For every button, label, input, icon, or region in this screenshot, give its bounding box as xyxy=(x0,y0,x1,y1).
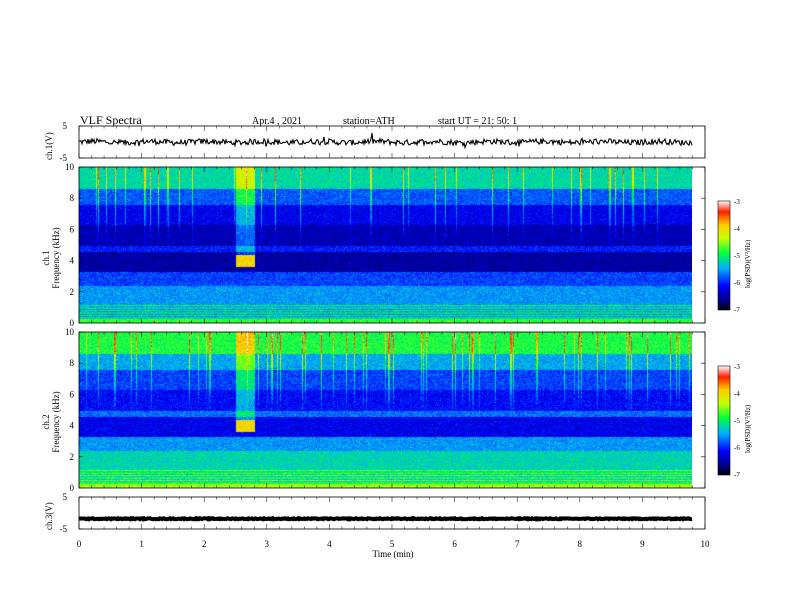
x-tick-label: 4 xyxy=(327,539,332,549)
y-tick-label: 5 xyxy=(63,492,68,502)
y-tick-label: 6 xyxy=(70,389,75,399)
ch1-waveform-panel: 5 -5 xyxy=(60,121,706,163)
cb2-tick-top: -3 xyxy=(734,363,740,371)
cb1-tick-bottom: -7 xyxy=(734,306,740,314)
x-tick-label: 5 xyxy=(390,539,395,549)
y-tick-label: -5 xyxy=(60,524,68,534)
y-tick-label: 10 xyxy=(65,162,75,172)
ch1-colorbar: -3 -4 -5 -6 -7 log(PSD)(V²/Hz) xyxy=(717,198,752,314)
cb2-tick: -6 xyxy=(734,444,740,452)
ch1-spectrogram-ylabel-line1: ch.1 xyxy=(41,250,51,265)
spectrogram-image xyxy=(79,332,692,488)
cb2-tick: -5 xyxy=(734,417,740,425)
x-axis-label: Time (min) xyxy=(373,549,414,559)
ch1-spectrogram-ylabel-line2: Frequency (kHz) xyxy=(51,227,61,288)
y-tick-label: 0 xyxy=(70,318,75,328)
cb1-tick-top: -3 xyxy=(734,198,740,206)
y-tick-label: 2 xyxy=(70,452,75,462)
y-tick-label: 4 xyxy=(70,421,75,431)
y-tick-label: 0 xyxy=(70,483,75,493)
ch2-spectrogram-panel: 0 2 4 6 8 10 xyxy=(65,327,706,493)
ch2-spectrogram-ylabel-line2: Frequency (kHz) xyxy=(51,391,61,452)
ch3-waveform-ylabel: ch.3(V) xyxy=(44,502,54,530)
y-tick-label: 10 xyxy=(65,327,75,337)
x-tick-label: 8 xyxy=(578,539,583,549)
time-axis: 0 1 2 3 4 5 6 7 8 9 10 xyxy=(77,539,710,549)
y-tick-label: 6 xyxy=(70,224,75,234)
station-label: station=ATH xyxy=(343,116,395,127)
figure-title: VLF Spectra xyxy=(80,113,142,127)
ch3-waveform-panel: 5 -5 xyxy=(60,492,706,534)
cb2-tick-bottom: -7 xyxy=(734,471,740,479)
ch1-waveform-ylabel: ch.1(V) xyxy=(44,132,54,160)
ch2-colorbar: -3 -4 -5 -6 -7 log(PSD)(V²/Hz) xyxy=(717,363,752,479)
x-tick-label: 9 xyxy=(640,539,645,549)
y-tick-label: 8 xyxy=(70,358,75,368)
ch1-spectrogram-panel: 0 2 4 6 8 10 xyxy=(65,162,706,328)
cb1-tick: -5 xyxy=(734,252,740,260)
cb1-tick: -4 xyxy=(734,225,740,233)
y-tick-label: 8 xyxy=(70,193,75,203)
cb1-tick: -6 xyxy=(734,279,740,287)
y-tick-label: -5 xyxy=(60,153,68,163)
ch2-spectrogram-ylabel-line1: ch.2 xyxy=(41,414,51,429)
x-tick-label: 3 xyxy=(265,539,270,549)
cb1-label: log(PSD)(V²/Hz) xyxy=(744,239,752,288)
start-time-label: start UT = 21: 50: 1 xyxy=(438,116,517,127)
x-tick-label: 1 xyxy=(139,539,144,549)
spectrogram-image xyxy=(79,167,692,323)
x-tick-label: 2 xyxy=(202,539,207,549)
x-tick-label: 0 xyxy=(77,539,82,549)
y-tick-label: 2 xyxy=(70,287,75,297)
waveform-trace xyxy=(78,133,693,150)
waveform-trace xyxy=(78,515,693,522)
x-tick-label: 7 xyxy=(515,539,520,549)
x-tick-label: 6 xyxy=(452,539,457,549)
y-tick-label: 4 xyxy=(70,256,75,266)
cb2-tick: -4 xyxy=(734,390,740,398)
cb2-label: log(PSD)(V²/Hz) xyxy=(744,404,752,453)
date-label: Apr.4 , 2021 xyxy=(252,116,302,127)
y-tick-label: 5 xyxy=(63,121,68,131)
x-tick-label: 10 xyxy=(701,539,711,549)
